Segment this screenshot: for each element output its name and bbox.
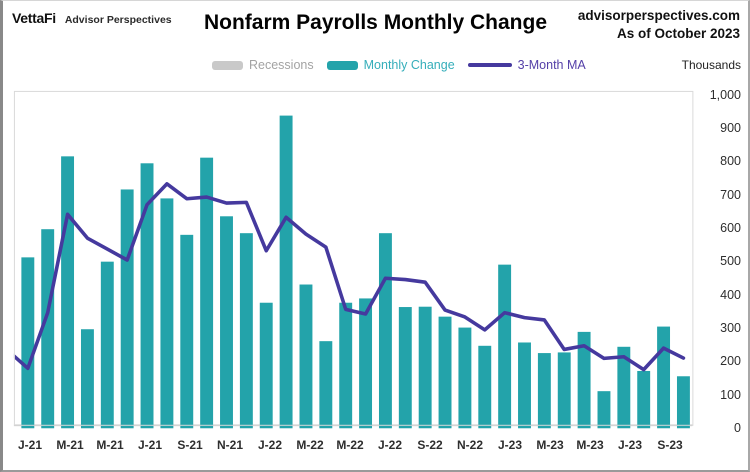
monthly-change-bar [339,302,353,429]
legend-item-monthly-change: Monthly Change [326,58,455,72]
monthly-change-bar [676,376,690,429]
legend-label-recessions: Recessions [249,58,314,72]
x-axis-tick-label: M-21 [96,438,124,452]
y-axis-tick-label: 800 [720,154,741,169]
monthly-change-bar [637,370,651,429]
monthly-change-bar [41,229,55,429]
vettafi-logo-text: VettaFi [12,10,56,26]
x-axis-tick-label: N-21 [216,438,243,452]
x-axis-tick-label: J-22 [377,438,403,452]
monthly-change-bar [220,216,233,429]
legend: Recessions Monthly Change 3-Month MA [212,58,586,72]
monthly-change-bar [21,257,35,429]
plot-area [13,90,694,429]
monthly-change-swatch [326,60,358,70]
ma-line-swatch [467,63,512,67]
monthly-change-bar [140,163,154,429]
x-axis-tick-label: M-23 [536,438,564,452]
monthly-change-bar [378,233,392,429]
monthly-change-bar [458,327,472,429]
monthly-change-bar [478,345,492,429]
x-axis-tick-label: S-23 [657,438,683,452]
legend-label-monthly-change: Monthly Change [363,58,455,72]
header-right: advisorperspectives.com As of October 20… [578,7,740,43]
x-axis-tick-label: J-21 [17,438,43,452]
x-axis-tick-label: J-22 [257,438,283,452]
y-axis-tick-label: 900 [720,121,741,135]
y-axis-tick-label: 600 [720,221,741,235]
x-axis-tick-label: J-23 [617,438,643,452]
y-axis-tick-label: 500 [720,254,741,269]
monthly-change-bar [518,342,531,429]
monthly-change-bar [597,391,611,429]
logo-subtitle: Advisor Perspectives [64,14,172,26]
x-axis-tick-label: M-22 [336,438,364,452]
monthly-change-bar [160,198,174,429]
monthly-change-bar [577,331,591,429]
monthly-change-bar [418,306,432,429]
monthly-change-bar [498,264,512,429]
y-axis-tick-label: 400 [720,287,741,302]
x-axis-tick-label: N-22 [456,438,483,452]
y-axis-unit-label: Thousands [681,58,741,72]
y-axis-tick-label: 0 [734,421,741,435]
monthly-change-bar [100,261,114,429]
monthly-change-bar [120,189,134,429]
monthly-change-bar [617,346,631,429]
vettafi-logo: VettaFi Advisor Perspectives [12,10,172,26]
monthly-change-bar [319,341,333,429]
plot-border [13,90,694,426]
monthly-change-bar [299,284,313,429]
y-axis-tick-label: 1,000 [709,87,741,102]
site-url: advisorperspectives.com [577,8,740,23]
monthly-change-bar [259,302,273,429]
x-axis-tick-label: S-21 [177,438,203,452]
x-axis-tick-label: M-22 [296,438,324,452]
monthly-change-bar [657,326,671,429]
monthly-change-bar [61,156,75,429]
y-axis-tick-label: 100 [720,387,741,402]
monthly-change-bar [537,353,551,429]
y-axis-tick-label: 700 [720,187,741,202]
x-axis-tick-label: M-23 [576,438,604,452]
monthly-change-bar [200,157,214,429]
ma-line [13,182,686,372]
x-axis-tick-label: S-22 [417,438,443,452]
monthly-change-bar [279,115,293,429]
legend-label-3-month-ma: 3-Month MA [517,58,586,72]
y-axis-tick-label: 300 [720,321,741,335]
monthly-change-bar [438,316,452,429]
monthly-change-bar [180,234,194,429]
legend-item-recessions: Recessions [212,58,314,72]
monthly-change-bar [80,329,94,429]
x-axis-tick-label: J-21 [137,438,163,452]
x-axis-tick-label: J-23 [497,438,523,452]
monthly-change-bar [398,307,412,429]
monthly-change-bar [557,352,571,429]
y-axis-tick-label: 200 [720,354,741,369]
monthly-change-bar [239,233,253,429]
recessions-swatch [212,60,243,70]
as-of-date: As of October 2023 [616,26,740,42]
monthly-change-bar [359,298,373,429]
x-axis-tick-label: M-21 [56,438,84,452]
page-title: Nonfarm Payrolls Monthly Change [203,11,548,34]
legend-item-3-month-ma: 3-Month MA [467,58,586,72]
